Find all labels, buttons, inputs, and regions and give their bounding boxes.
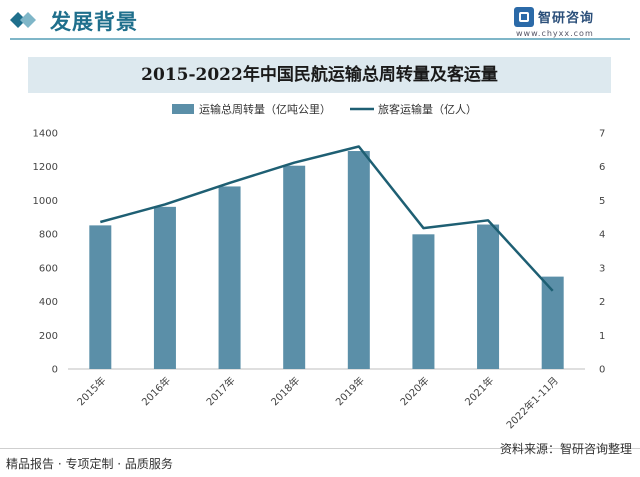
chart-title-bar: 2015-2022年中国民航运输总周转量及客运量 <box>28 57 611 93</box>
chart-title: 2015-2022年中国民航运输总周转量及客运量 <box>28 57 611 93</box>
y-left-tick-label: 1400 <box>33 129 58 140</box>
y-right-tick-label: 3 <box>599 263 605 274</box>
logo-url: www.chyxx.com <box>516 29 594 38</box>
combo-chart: 0 200 400 600 800 1000 1200 1400 0 1 2 3 4 5 6 7 2015年 20… <box>0 95 640 445</box>
y-left-tick-label: 600 <box>39 263 58 274</box>
x-tick-label: 2020年 <box>397 374 431 408</box>
y-left-tick-label: 0 <box>52 365 58 376</box>
x-tick-label: 2015年 <box>74 374 108 408</box>
footer-slogan: 精品报告 · 专项定制 · 品质服务 <box>6 455 173 472</box>
bar-4 <box>348 151 370 369</box>
x-tick-label: 2019年 <box>333 374 367 408</box>
x-tick-label: 2018年 <box>268 374 302 408</box>
y-right-tick-label: 7 <box>599 129 605 140</box>
page-header: 发展背景 智研咨询 www.chyxx.com <box>0 0 640 44</box>
bar-5 <box>412 234 434 369</box>
y-right-tick-label: 6 <box>599 162 605 173</box>
y-left-tick-label: 1200 <box>33 162 58 173</box>
legend-bar-label: 运输总周转量（亿吨公里） <box>199 102 331 116</box>
y-right-tick-label: 0 <box>599 365 605 376</box>
logo-icon <box>514 7 534 27</box>
y-left-tick-label: 400 <box>39 297 58 308</box>
y-right-tick-label: 5 <box>599 196 605 207</box>
y-right-tick-label: 2 <box>599 297 605 308</box>
legend-bar-swatch <box>172 104 194 114</box>
y-left-tick-label: 200 <box>39 331 58 342</box>
brand-logo: 智研咨询 www.chyxx.com <box>514 5 624 39</box>
bar-6 <box>477 225 499 369</box>
y-left-tick-label: 800 <box>39 230 58 241</box>
bar-0 <box>89 225 111 369</box>
bar-2 <box>219 186 241 369</box>
bar-1 <box>154 207 176 369</box>
legend-line-label: 旅客运输量（亿人） <box>378 102 477 116</box>
y-right-tick-label: 4 <box>599 230 605 241</box>
y-right-tick-label: 1 <box>599 331 605 342</box>
x-tick-label: 2022年1-11月 <box>503 374 560 431</box>
x-tick-label: 2016年 <box>139 374 173 408</box>
footer-source: 资料来源：智研咨询整理 <box>500 440 632 457</box>
logo-name: 智研咨询 <box>538 7 594 26</box>
bar-3 <box>283 166 305 369</box>
y-left-tick-label: 1000 <box>33 196 58 207</box>
double-chevron-icon <box>10 9 36 31</box>
section-title: 发展背景 <box>50 6 138 36</box>
x-tick-label: 2021年 <box>462 374 496 408</box>
x-tick-label: 2017年 <box>203 374 237 408</box>
